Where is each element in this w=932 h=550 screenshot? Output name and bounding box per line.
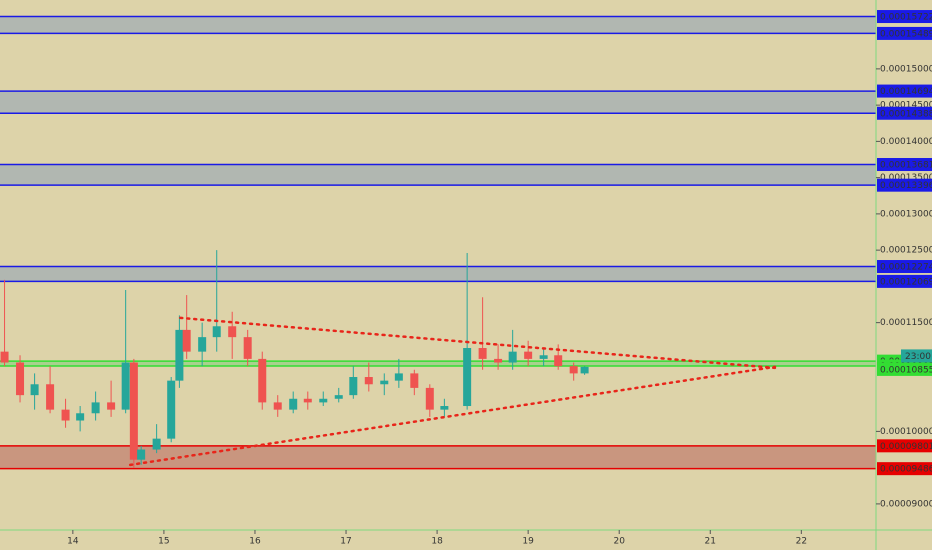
candle-body [554,355,563,367]
candle-body [319,398,328,403]
countdown-box [901,349,932,363]
price-label-box [877,462,932,476]
price-label: 0.00014694 [880,87,932,97]
zone [0,164,876,186]
x-tick-label: 14 [67,537,79,547]
candle-body [303,398,312,403]
candle-body [198,337,207,352]
y-tick-label: 0.00012500 [880,246,932,256]
price-label-box [877,10,932,24]
price-label-box [877,274,932,288]
candle-body [16,362,25,396]
candle-body [349,377,358,396]
candle-body [289,398,298,410]
candle-body [334,395,343,399]
countdown: 23:00 [905,352,931,362]
candle-body [30,384,39,396]
price-label: 0.00009801 [880,442,932,452]
candle-body [182,329,191,352]
candle-body [524,351,533,359]
y-tick-label: 0.00013500 [880,173,932,183]
current-price-box [877,362,932,376]
price-label-box [877,260,932,274]
candle-body [463,348,472,407]
candle-body [569,366,578,374]
candle-body [364,377,373,385]
zone [0,266,876,282]
candle-body [0,351,9,363]
x-tick-label: 15 [158,537,169,547]
price-label: 0.00012069 [880,277,932,287]
candle-body [129,362,138,460]
candle-body [121,362,130,410]
candle-body [394,373,403,381]
price-label-box [877,106,932,120]
x-tick-label: 21 [705,537,716,547]
candle-body [76,413,85,421]
price-label-box [877,26,932,40]
y-tick-label: 0.00013000 [880,209,932,219]
zone [0,91,876,114]
y-tick-label: 0.00015000 [880,64,932,74]
price-label: 0.00015722 [880,13,932,23]
candle-body [508,351,517,363]
x-tick-label: 16 [249,537,261,547]
y-tick-label: 0.00010000 [880,427,932,437]
candle-body [46,384,55,410]
price-label-box [877,158,932,172]
price-label: 0.00014388 [880,109,932,119]
y-tick-label: 0.00009000 [880,499,932,509]
x-tick-label: 17 [340,537,351,547]
candle-body [152,438,161,450]
x-tick-label: 22 [796,537,807,547]
candle-body [425,387,434,410]
candle-body [167,380,176,439]
candle-body [175,329,184,381]
x-tick-label: 18 [431,537,443,547]
y-tick-label: 0.00014500 [880,101,932,111]
trendline [179,316,777,370]
candle-body [539,355,548,359]
candle-body [440,406,449,410]
price-label: 0.00013681 [880,161,932,171]
current-price-label: 0.00010855 [880,365,932,375]
candle-body [61,409,70,421]
x-tick-label: 19 [522,537,534,547]
candle-body [212,326,221,338]
candle-body [243,337,252,359]
y-tick-label: 0.00011500 [880,318,932,328]
candle-body [107,402,116,410]
price-label-box [877,439,932,453]
price-label: 0.00013396 [880,181,932,191]
candle-body [273,402,282,410]
price-label: 0.00015489 [880,29,932,39]
candle-body [228,326,237,338]
zone [0,16,876,34]
price-label-box [877,84,932,98]
candle-body [380,380,389,385]
price-label: 0.00012274 [880,263,932,273]
candle-body [478,348,487,359]
candle-body [494,358,503,363]
candle-body [410,373,419,388]
zone [0,361,876,366]
price-label-box [877,178,932,192]
candle-body [580,366,589,374]
price-label: 0.00009486 [880,465,932,475]
y-tick-label: 0.00014000 [880,137,932,147]
candle-body [258,358,267,403]
x-tick-label: 20 [613,537,625,547]
candle-body [91,402,100,414]
candle-body [137,449,146,460]
